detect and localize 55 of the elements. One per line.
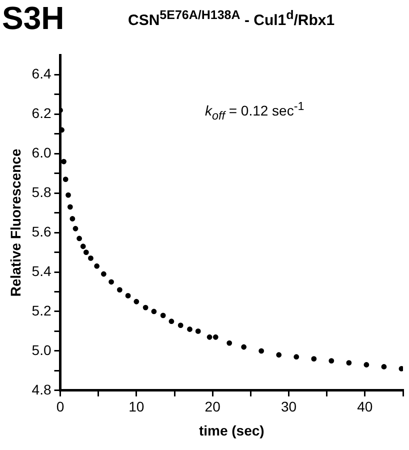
- x-tick-label: 40: [357, 398, 373, 415]
- annotation: k$_{off}$ = 0.12 sec$^{-1}$: [205, 100, 304, 122]
- x-tick-label: 0: [56, 398, 64, 415]
- text: S3H: [2, 0, 64, 37]
- x-tick-label: 20: [204, 398, 221, 415]
- point: [61, 158, 66, 164]
- point: [116, 287, 122, 292]
- x-tick-label: 30: [280, 398, 297, 415]
- point: [160, 312, 166, 318]
- point: [70, 216, 76, 222]
- point: [241, 344, 247, 350]
- y-tick-label: 6.4: [32, 66, 52, 82]
- y-tick-label: 5.2: [32, 302, 52, 318]
- point: [206, 334, 212, 340]
- text: 6.0: [32, 144, 52, 161]
- point: [72, 226, 78, 232]
- x-axis-title: time (sec): [198, 422, 264, 438]
- point: [195, 328, 201, 334]
- text: 5.0: [32, 342, 52, 358]
- point: [151, 308, 157, 314]
- y-axis-title: Relative Fluorescence: [7, 148, 24, 297]
- point: [83, 250, 89, 255]
- point: [100, 271, 106, 277]
- point: [364, 362, 370, 368]
- point: [346, 360, 352, 366]
- point: [187, 326, 192, 332]
- point: [62, 176, 68, 182]
- y-tick-label: 5.8: [32, 184, 52, 200]
- point: [276, 352, 282, 358]
- point: [108, 279, 114, 285]
- point: [398, 366, 403, 372]
- point: [212, 334, 218, 340]
- x-tick-label: 10: [128, 398, 144, 415]
- point: [328, 358, 334, 364]
- point: [178, 322, 184, 328]
- point: [67, 204, 73, 210]
- point: [294, 354, 300, 360]
- point: [134, 298, 140, 304]
- point: [381, 364, 387, 370]
- y-tick-label: 4.8: [32, 381, 52, 398]
- y-tick-label: 6.2: [32, 105, 52, 122]
- point: [88, 256, 94, 261]
- y-tick-label: 5.6: [32, 223, 52, 240]
- point: [226, 340, 232, 346]
- point: [142, 304, 148, 310]
- point: [258, 348, 264, 354]
- point: [76, 236, 82, 242]
- point: [94, 263, 100, 269]
- chart-title: CSN$^{5E76A/H138A}$ - Cul1$^{d}$/Rbx1: [128, 8, 335, 29]
- point: [80, 244, 86, 250]
- point: [168, 318, 174, 324]
- y-tick-label: 5.4: [32, 262, 52, 279]
- point: [311, 356, 317, 362]
- point: [125, 293, 131, 298]
- point: [66, 192, 71, 198]
